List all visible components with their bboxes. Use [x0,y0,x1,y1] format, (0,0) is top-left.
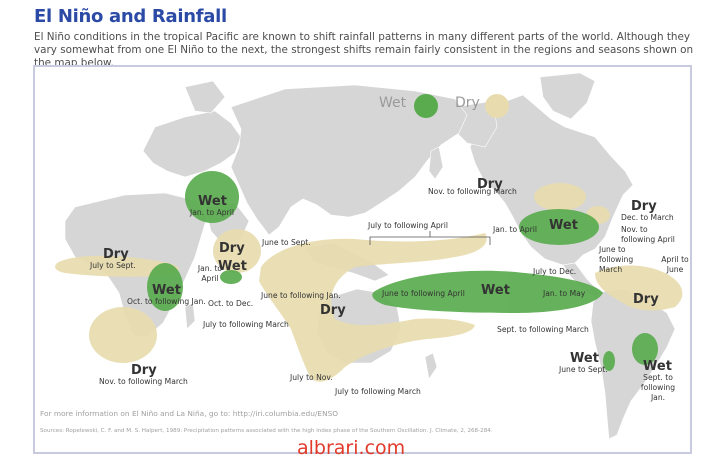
region-australia-season3: Sept. to following March [497,325,589,334]
wet-argentina [632,333,658,365]
region-australia-season: July to Nov. [290,373,333,382]
region-us-season2: Nov. to following April [621,225,675,244]
region-us-kind: Wet [549,218,578,233]
wet-east-africa [147,263,183,311]
region-maritime-kind: Dry [320,303,346,318]
legend-wet-label: Wet [379,95,407,111]
region-pacific-season: June to following April [382,289,465,298]
asia-land [230,84,468,236]
dry-southern-africa [89,307,157,363]
region-pacific-bracket-label: July to following April [368,221,449,230]
europe-land [142,110,242,178]
region-west-africa-season: July to Sept. [90,261,136,270]
wet-chile [603,351,615,371]
region-southern-africa-season: Nov. to following March [99,377,188,386]
dry-south-america [595,265,683,311]
page-title: El Niño and Rainfall [34,6,227,27]
region-chile-season: June to Sept. [559,365,608,374]
region-central-asia-kind: Wet [198,194,227,209]
region-east-africa-kind: Wet [152,283,181,298]
region-maritime-season2: July to following March [203,320,289,329]
dry-canada [534,183,586,211]
wet-pacific [372,270,603,313]
legend-dry-label: Dry [455,95,480,111]
wet-sri-lanka [220,270,242,284]
region-us-season: Jan. to April [493,225,537,234]
region-australia-season2: July to following March [335,387,421,396]
more-info-text: For more information on El Niño and La N… [40,409,339,418]
region-sri-lanka-season: Oct. to Dec. [208,299,254,308]
region-india-kind: Dry [219,241,245,256]
dry-west-africa [55,255,179,277]
map-canvas [55,72,683,440]
region-south-america-kind: Dry [633,292,659,307]
world-map: Wet Dry Dry July to Sept. Wet Oct. to fo… [33,65,692,454]
wet-regions [147,171,658,371]
region-central-america-season2: June to following March [599,245,634,274]
region-east-us-kind: Dry [631,199,657,214]
region-central-america-season3: April to June [661,255,689,274]
madagascar-land [184,302,196,330]
region-central-asia-season: Jan. to April [190,208,234,217]
region-sri-lanka-season2: Jan. to April [197,264,223,283]
region-argentina-kind: Wet [643,359,672,374]
legend-dry-swatch [485,94,509,118]
region-central-america-season: July to Dec. [533,267,577,276]
region-sri-lanka-kind: Wet [218,259,247,274]
region-east-us-season: Dec. to March [621,213,674,222]
japan-land [428,146,444,180]
pacific-bracket [369,231,491,245]
legend-wet-swatch [414,94,438,118]
watermark: albrari.com [297,437,406,459]
region-pacific-season2: Jan. to May [543,289,586,298]
region-west-africa-kind: Dry [103,247,129,262]
wet-us [519,209,599,245]
region-pacific-kind: Wet [481,283,510,298]
region-canada-kind: Dry [477,177,503,192]
scandinavia-land [184,80,226,114]
region-canada-season: Nov. to following March [428,187,517,196]
region-maritime-season: June to following Jan. [261,291,341,300]
dry-maritime-australia [259,233,487,382]
region-argentina-season: Sept. to following Jan. [640,373,676,402]
region-chile-kind: Wet [570,351,599,366]
south-america-land [590,288,676,440]
region-southern-africa-kind: Dry [131,363,157,378]
greenland-land [539,72,596,120]
region-east-africa-season: Oct. to following Jan. [127,297,206,306]
wet-central-asia [185,171,239,223]
new-zealand-land [424,352,438,380]
dry-india [213,229,261,273]
sources-text: Sources: Ropelewski, C. F. and M. S. Hal… [40,428,493,434]
region-india-season: June to Sept. [262,238,311,247]
